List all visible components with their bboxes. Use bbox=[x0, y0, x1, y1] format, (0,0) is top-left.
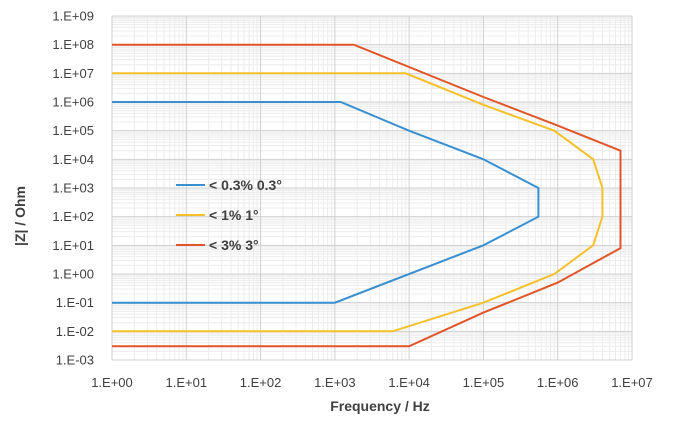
series-line-2 bbox=[112, 72, 604, 333]
y-tick-labels: 1.E-03 1.E-02 1.E-01 1.E+00 1.E+01 1.E+02 1.E+… bbox=[52, 9, 94, 368]
y-tick-label: 1.E-01 bbox=[56, 295, 94, 310]
x-tick-labels: 1.E+00 1.E+01 1.E+02 1.E+03 1.E+04 1.E+05 1.E+… bbox=[91, 375, 653, 390]
legend-label-3: < 3% 3° bbox=[209, 237, 259, 253]
series-line-1 bbox=[112, 101, 540, 304]
y-tick-label: 1.E+01 bbox=[52, 238, 94, 253]
y-tick-label: 1.E+02 bbox=[52, 209, 94, 224]
y-tick-label: 1.E+05 bbox=[52, 123, 94, 138]
y-tick-label: 1.E+08 bbox=[52, 37, 94, 52]
y-axis-title: |Z| / Ohm bbox=[12, 186, 28, 246]
series-layer bbox=[112, 43, 622, 348]
y-tick-label: 1.E+00 bbox=[52, 267, 94, 282]
y-tick-label: 1.E+07 bbox=[52, 66, 94, 81]
x-tick-label: 1.E+06 bbox=[537, 375, 579, 390]
x-tick-label: 1.E+07 bbox=[611, 375, 653, 390]
y-tick-label: 1.E+04 bbox=[52, 152, 94, 167]
legend: < 0.3% 0.3° < 1% 1° < 3% 3° bbox=[176, 177, 282, 253]
x-tick-label: 1.E+00 bbox=[91, 375, 133, 390]
y-tick-label: 1.E+09 bbox=[52, 9, 94, 24]
series-line-3 bbox=[112, 43, 622, 348]
y-tick-label: 1.E+03 bbox=[52, 181, 94, 196]
y-tick-label: 1.E-02 bbox=[56, 324, 94, 339]
legend-label-2: < 1% 1° bbox=[209, 207, 259, 223]
legend-label-1: < 0.3% 0.3° bbox=[209, 177, 282, 193]
y-tick-label: 1.E-03 bbox=[56, 353, 94, 368]
x-tick-label: 1.E+04 bbox=[388, 375, 430, 390]
x-tick-label: 1.E+05 bbox=[463, 375, 505, 390]
x-tick-label: 1.E+03 bbox=[314, 375, 356, 390]
x-tick-label: 1.E+02 bbox=[240, 375, 282, 390]
x-axis-title: Frequency / Hz bbox=[330, 398, 430, 414]
x-tick-label: 1.E+01 bbox=[165, 375, 207, 390]
y-tick-label: 1.E+06 bbox=[52, 95, 94, 110]
